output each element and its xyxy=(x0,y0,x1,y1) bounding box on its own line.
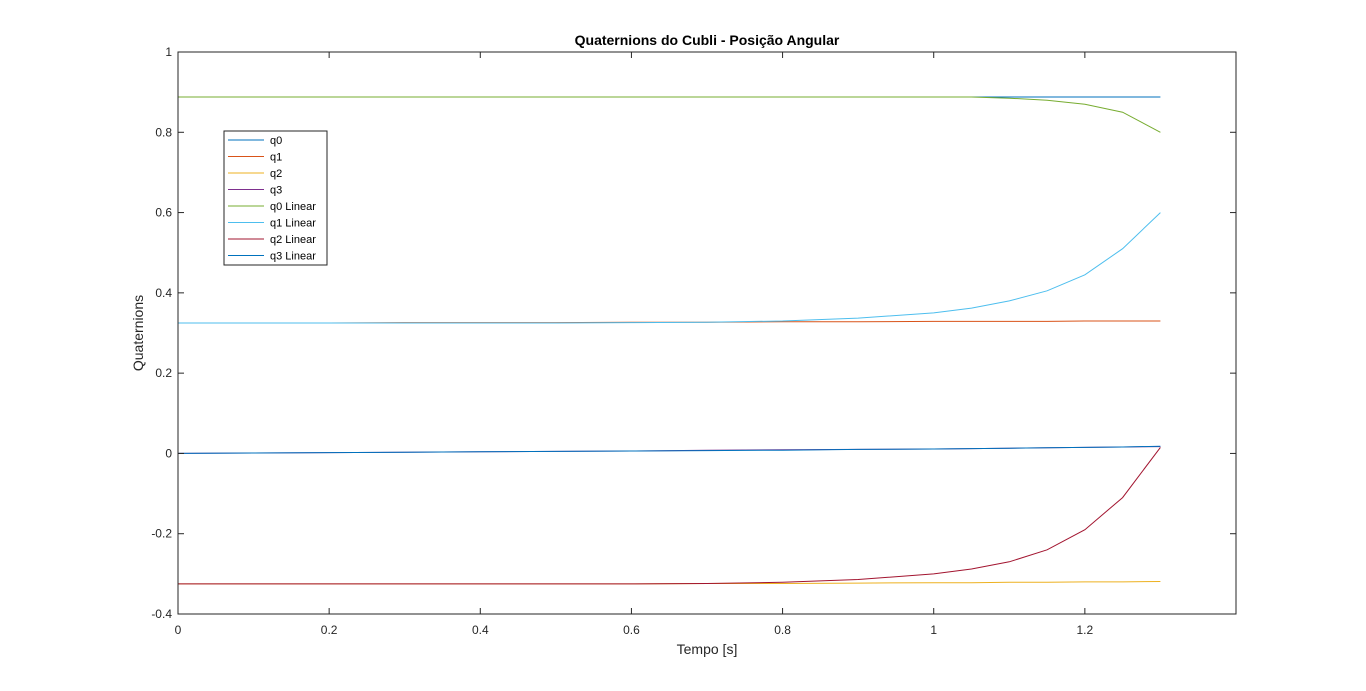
y-axis-label: Quaternions xyxy=(130,295,146,371)
legend-box xyxy=(223,130,328,266)
y-tick-label: -0.2 xyxy=(151,527,172,541)
y-tick-label: 0.2 xyxy=(155,366,172,380)
legend-label: q2 Linear xyxy=(270,234,316,246)
x-axis-label: Tempo [s] xyxy=(677,641,738,657)
x-tick-label: 0.8 xyxy=(774,623,791,637)
y-tick-label: 0.4 xyxy=(155,286,172,300)
x-tick-label: 0.2 xyxy=(321,623,338,637)
legend-label: q2 xyxy=(270,168,282,180)
series-line-q3-linear xyxy=(177,445,1161,454)
x-tick-label: 1.2 xyxy=(1077,623,1094,637)
legend-label: q1 Linear xyxy=(270,218,316,230)
axes-box xyxy=(177,51,1237,615)
legend-label: q3 Linear xyxy=(270,251,316,263)
series-line-q2-linear xyxy=(178,447,1161,585)
chart-title: Quaternions do Cubli - Posição Angular xyxy=(575,32,840,48)
x-tick-label: 0 xyxy=(175,623,182,637)
series-layer xyxy=(177,96,1161,585)
y-tick-label: 0 xyxy=(165,446,172,460)
y-tick-label: -0.4 xyxy=(151,607,172,621)
legend-label: q0 Linear xyxy=(270,201,316,213)
legend: q0 q1 q2 q3 q0 Linear q1 Linear q2 Linear q3 Li… xyxy=(223,130,328,266)
y-tick-label: 0.8 xyxy=(155,125,172,139)
legend-label: q1 xyxy=(270,152,282,164)
x-tick-label: 0.4 xyxy=(472,623,489,637)
x-tick-label: 1 xyxy=(930,623,937,637)
series-line-q1-linear xyxy=(178,212,1161,324)
y-tick-label: 0.6 xyxy=(155,206,172,220)
legend-label: q0 xyxy=(270,135,282,147)
tick-layer: 0 0.2 0.4 0.6 0.8 1 1.2 -0.4 -0.2 0 0.2 0.4 0.6 0.8 1 xyxy=(151,45,1236,637)
series-line-q0-linear xyxy=(178,96,1161,133)
x-tick-label: 0.6 xyxy=(623,623,640,637)
legend-label: q3 xyxy=(270,185,282,197)
y-tick-label: 1 xyxy=(165,45,172,59)
